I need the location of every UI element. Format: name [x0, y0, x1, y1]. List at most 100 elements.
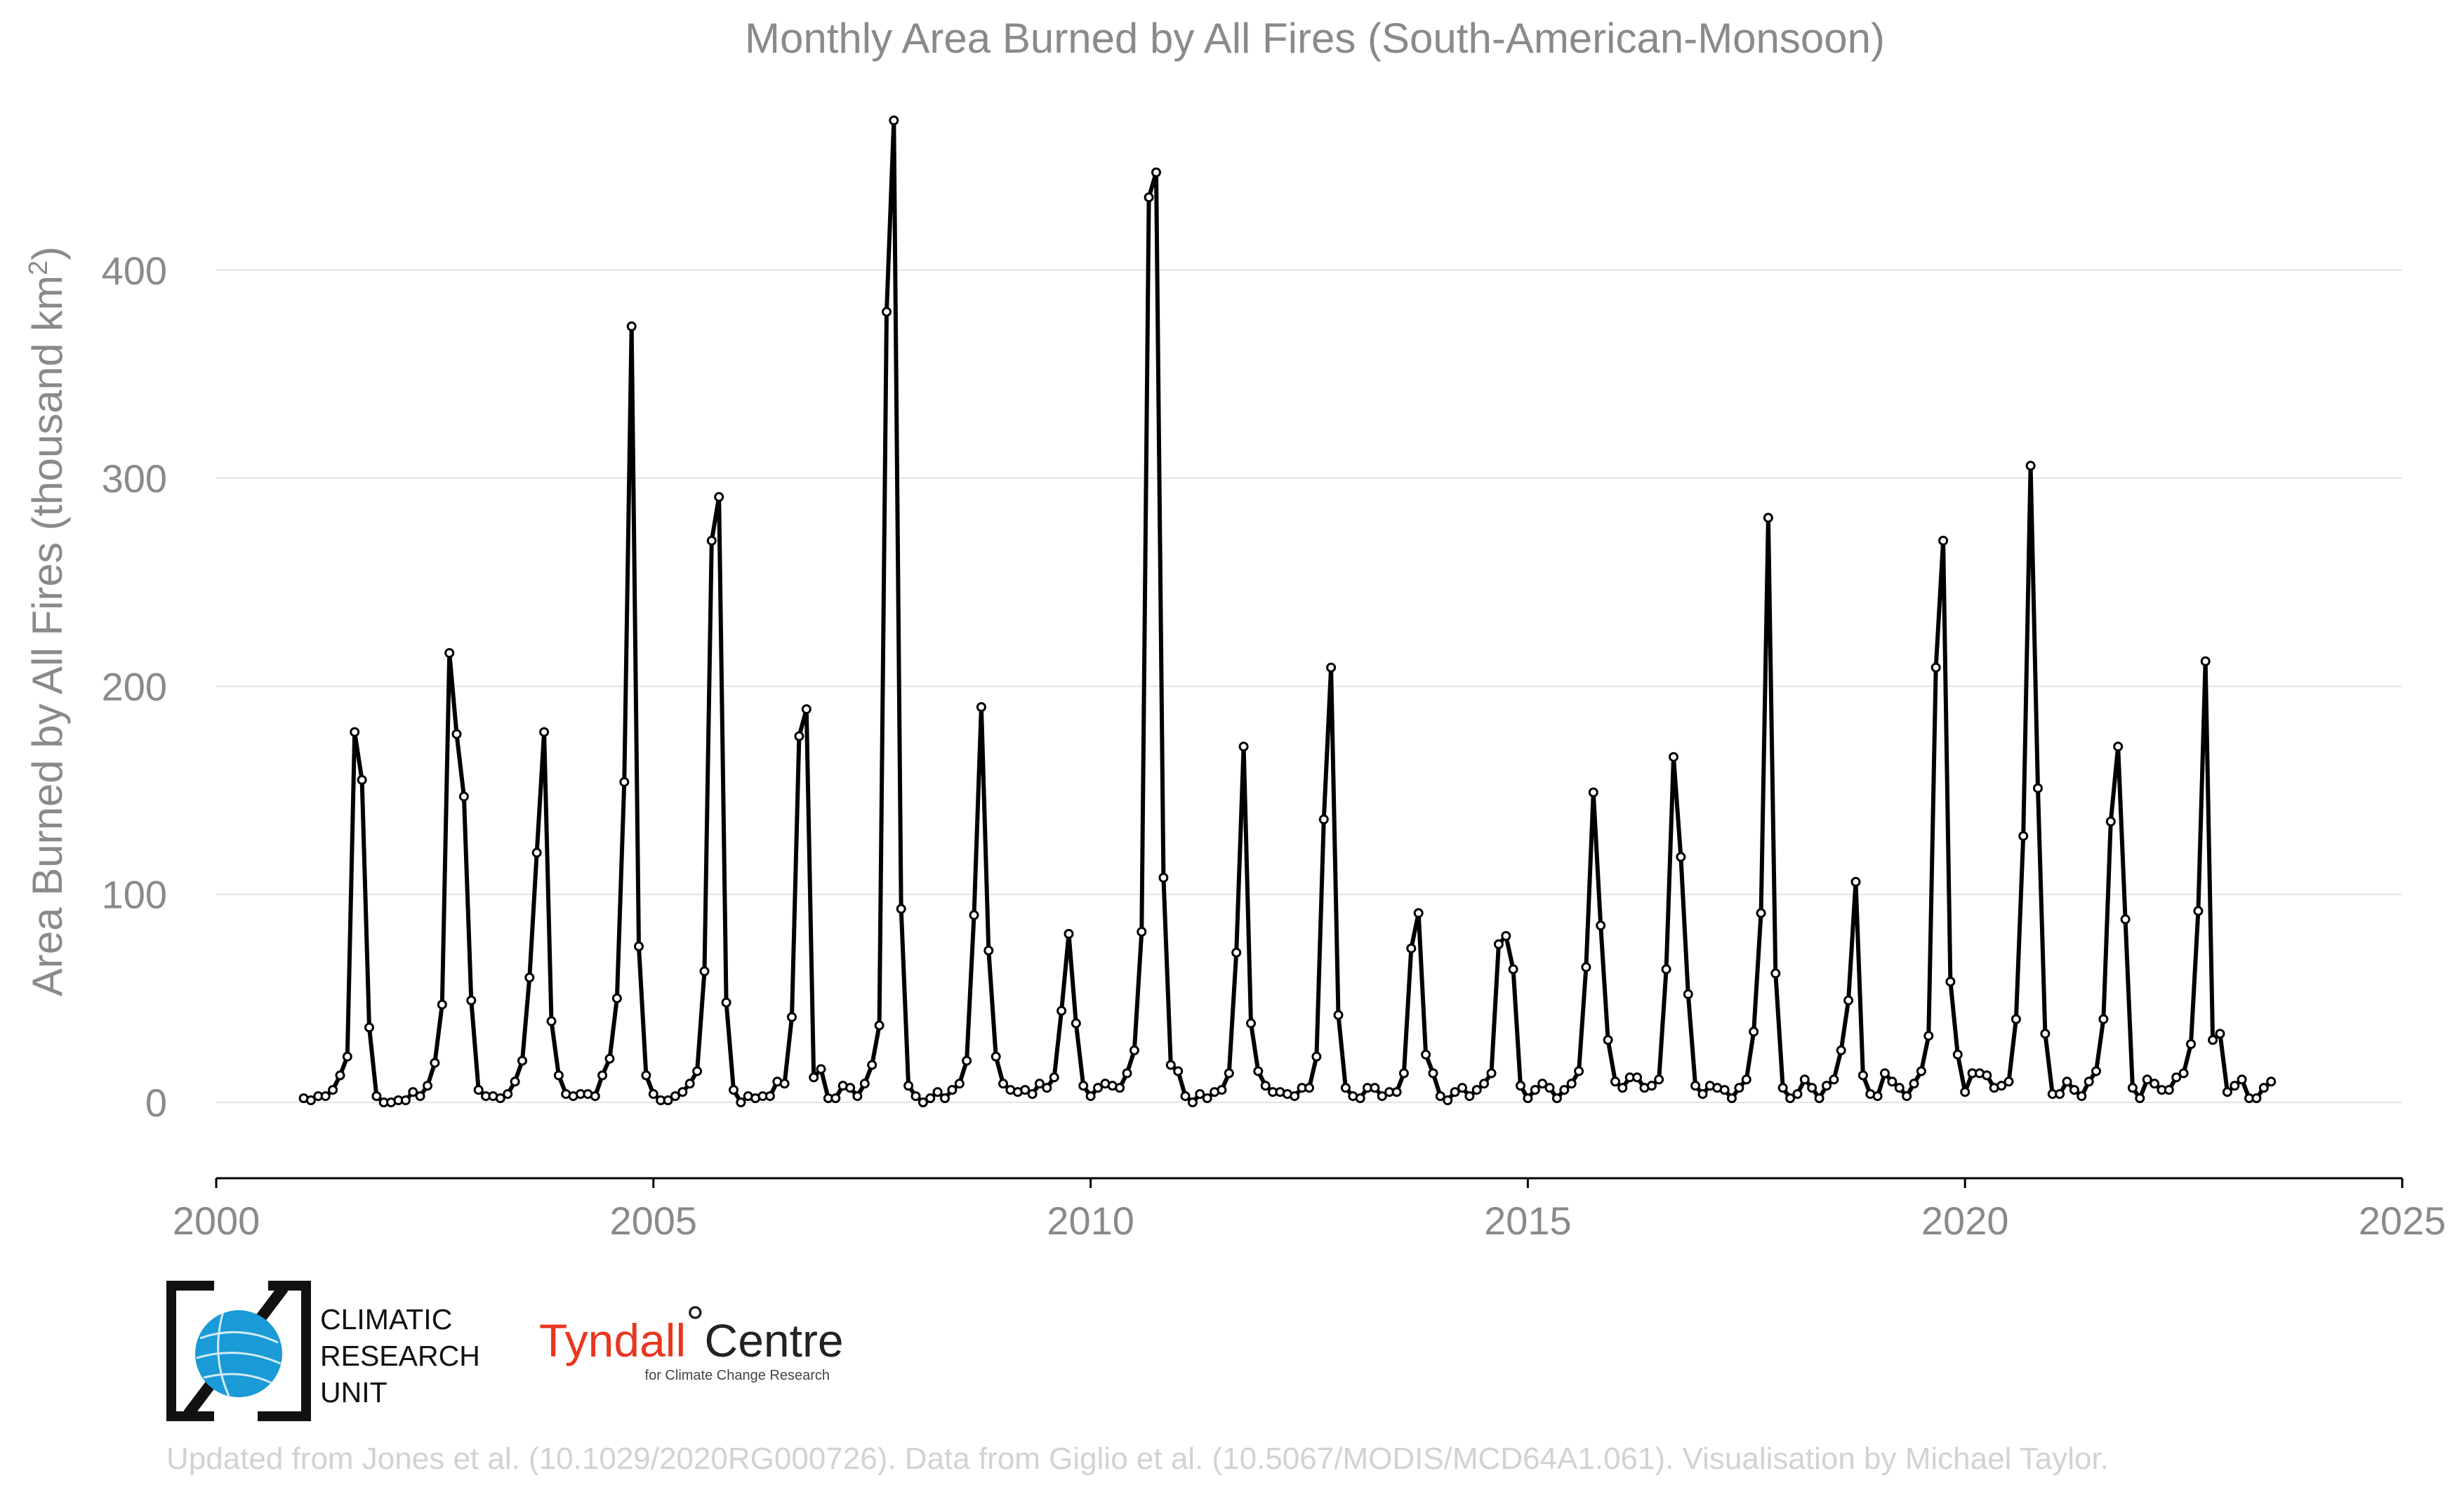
data-point	[1544, 1083, 1555, 1093]
data-point	[1304, 1083, 1314, 1093]
data-point	[729, 1085, 738, 1095]
data-point	[641, 1070, 651, 1081]
data-point	[1340, 1083, 1351, 1093]
data-point	[466, 995, 477, 1005]
data-point	[364, 1022, 374, 1033]
data-point	[991, 1051, 1001, 1062]
data-point	[2200, 656, 2211, 666]
data-point	[1493, 939, 1504, 949]
data-point	[910, 1091, 921, 1102]
data-point	[684, 1079, 695, 1089]
data-point	[430, 1057, 440, 1068]
data-point	[1960, 1087, 1970, 1097]
data-point	[1253, 1066, 1264, 1076]
data-point	[794, 731, 804, 741]
data-point	[1501, 931, 1511, 941]
data-point	[2237, 1074, 2247, 1085]
data-point	[1537, 1079, 1548, 1089]
data-point	[320, 1091, 331, 1102]
data-point	[1486, 1068, 1497, 1079]
data-point	[2055, 1089, 2065, 1100]
data-point	[510, 1076, 520, 1087]
data-point	[1377, 1091, 1387, 1102]
y-axis-label-close: )	[24, 246, 71, 261]
data-point	[1057, 1005, 1067, 1016]
data-point	[357, 774, 367, 785]
data-point	[2091, 1066, 2101, 1076]
data-point	[619, 777, 630, 787]
data-point	[611, 993, 622, 1003]
y-axis-label: Area Burned by All Fires (thousand km2)	[24, 246, 71, 996]
x-tick-label: 2015	[1484, 1199, 1572, 1243]
data-point	[1807, 1083, 1817, 1093]
data-point	[1435, 1091, 1445, 1102]
data-point	[495, 1093, 505, 1104]
data-point	[1719, 1085, 1730, 1095]
data-point	[1756, 908, 1766, 918]
data-point	[962, 1055, 972, 1066]
data-point	[2150, 1079, 2160, 1089]
data-point	[328, 1085, 338, 1095]
data-point	[998, 1079, 1008, 1089]
data-point	[1078, 1081, 1089, 1091]
data-point	[1559, 1085, 1570, 1095]
data-point	[2105, 817, 2116, 826]
data-point	[1952, 1049, 1963, 1060]
data-point	[677, 1087, 688, 1097]
data-point	[2098, 1014, 2109, 1024]
data-point	[918, 1097, 928, 1107]
data-point	[896, 904, 906, 914]
data-point	[2142, 1074, 2152, 1085]
x-tick-label: 2010	[1047, 1199, 1134, 1243]
data-point	[1916, 1066, 1926, 1076]
data-point	[2186, 1039, 2196, 1049]
y-tick-label: 400	[102, 249, 167, 293]
data-point	[714, 492, 724, 502]
data-point	[2113, 741, 2124, 752]
data-point	[626, 321, 637, 331]
data-point	[553, 1070, 564, 1081]
data-point	[889, 115, 899, 126]
tyndall-logo-name: Tyndall	[539, 1314, 686, 1366]
data-point	[699, 966, 710, 977]
data-point	[1814, 1093, 1824, 1104]
x-tick-label: 2020	[1921, 1199, 2009, 1243]
data-point	[408, 1087, 418, 1097]
data-point	[2230, 1081, 2240, 1091]
tyndall-logo-centre: Centre	[705, 1314, 844, 1366]
data-point	[925, 1093, 936, 1104]
data-point	[1406, 943, 1417, 954]
x-tick-label: 2005	[610, 1199, 698, 1243]
data-point	[1027, 1089, 1038, 1100]
data-point	[1676, 852, 1686, 862]
data-point	[764, 1091, 775, 1102]
data-point	[2135, 1093, 2145, 1104]
cru-logo-line-2: RESEARCH	[320, 1340, 480, 1372]
footer-credits: Updated from Jones et al. (10.1029/2020R…	[166, 1442, 2109, 1476]
data-points	[298, 115, 2277, 1107]
data-point	[2076, 1091, 2087, 1102]
data-point	[2084, 1076, 2094, 1087]
data-point	[1137, 927, 1147, 937]
data-point	[1115, 1083, 1125, 1093]
data-point	[444, 648, 455, 658]
data-point	[1857, 1070, 1868, 1081]
data-point	[874, 1020, 885, 1031]
data-point	[648, 1089, 658, 1100]
data-point	[473, 1085, 484, 1095]
data-point	[2018, 831, 2029, 841]
data-point	[590, 1091, 600, 1102]
data-point	[1945, 977, 1956, 987]
data-point	[2178, 1068, 2189, 1079]
data-point	[1654, 1074, 1664, 1085]
data-point	[1683, 989, 1693, 999]
data-point	[2011, 1014, 2021, 1024]
data-point	[954, 1079, 965, 1089]
data-point	[1872, 1091, 1883, 1102]
data-point	[1574, 1066, 1584, 1076]
data-point	[1246, 1018, 1256, 1029]
data-point	[2127, 1083, 2138, 1093]
data-point	[1093, 1083, 1103, 1093]
data-point	[1202, 1093, 1212, 1104]
data-point	[816, 1064, 826, 1074]
